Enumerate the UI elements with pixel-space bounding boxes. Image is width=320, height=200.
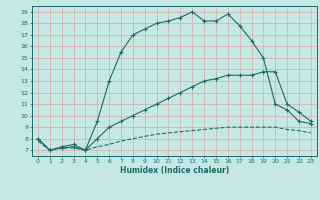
X-axis label: Humidex (Indice chaleur): Humidex (Indice chaleur): [120, 166, 229, 175]
